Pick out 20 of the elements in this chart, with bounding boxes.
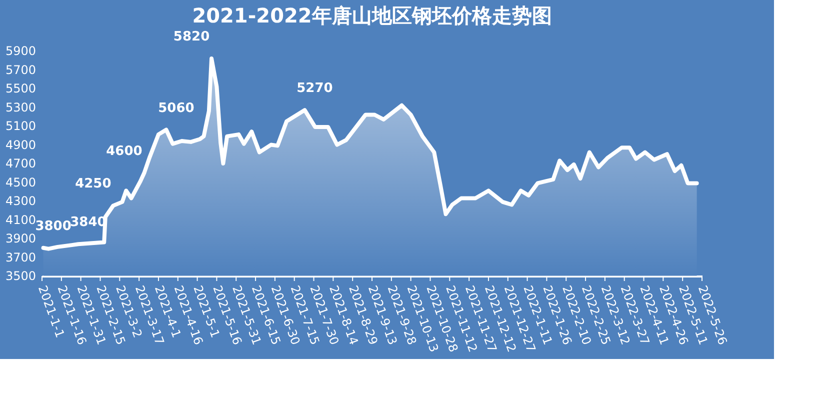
y-tick-label: 3500	[5, 269, 36, 283]
y-tick-label: 4700	[5, 156, 36, 170]
annotation: 5060	[158, 100, 194, 116]
annotation: 5270	[296, 81, 333, 96]
y-tick-label: 4900	[5, 138, 36, 152]
y-tick-label: 5100	[5, 119, 36, 133]
chart-title: 2021-2022年唐山地区钢坯价格走势图	[192, 4, 552, 28]
y-tick-label: 5300	[5, 100, 36, 114]
annotation: 5820	[173, 30, 210, 44]
y-tick-label: 5500	[5, 82, 36, 96]
y-tick-label: 3700	[5, 250, 36, 264]
annotation: 3800	[35, 218, 72, 234]
annotation: 4250	[75, 176, 112, 192]
y-tick-label: 4300	[5, 194, 36, 208]
y-tick-label: 5900	[5, 44, 36, 58]
y-tick-label: 4100	[5, 212, 36, 227]
annotation: 4600	[106, 144, 142, 159]
y-tick-label: 4500	[5, 175, 36, 190]
y-tick-label: 3900	[5, 232, 36, 246]
y-tick-label: 5700	[5, 62, 36, 77]
